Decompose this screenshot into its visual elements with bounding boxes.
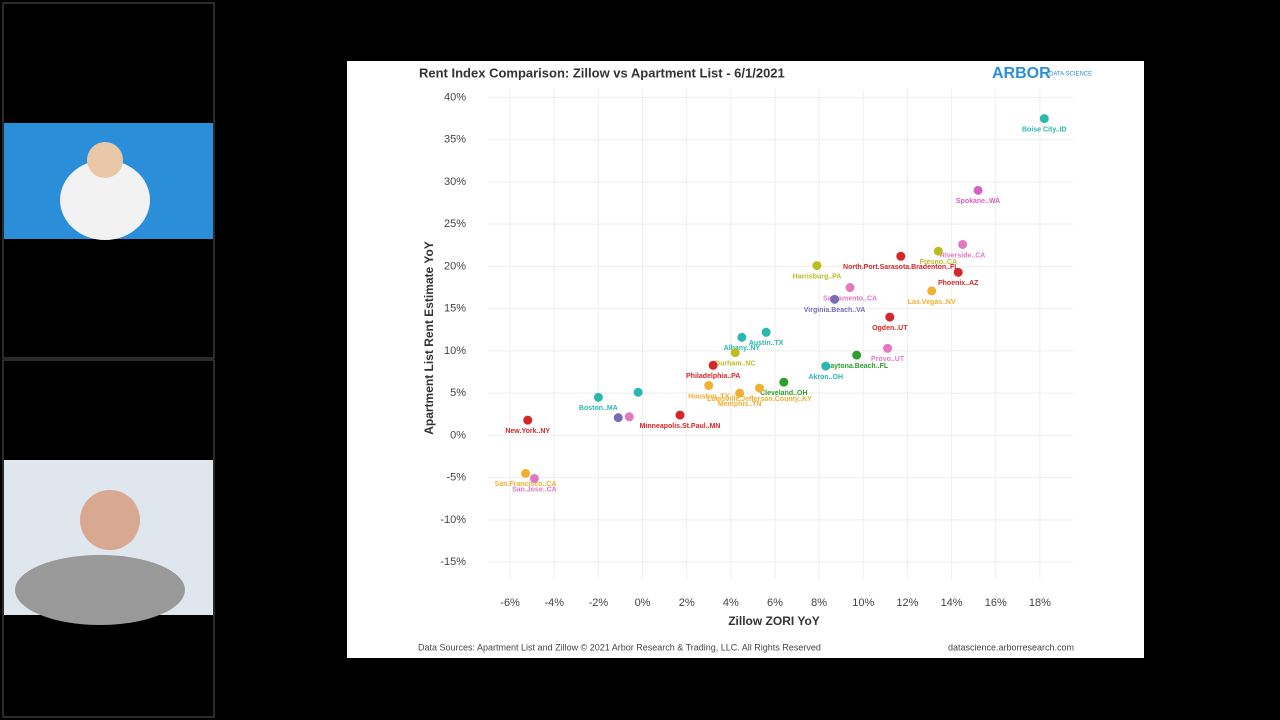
point	[1039, 114, 1049, 124]
point-label: Memphis..TN	[718, 401, 762, 408]
point	[973, 185, 983, 195]
point	[737, 332, 747, 342]
point	[529, 473, 539, 483]
y-tick-label: -10%	[440, 514, 466, 526]
point	[933, 246, 943, 256]
point	[779, 377, 789, 387]
point	[593, 392, 603, 402]
point-label: Houston..TX	[688, 393, 730, 400]
x-tick-label: 18%	[1029, 597, 1051, 609]
x-tick-label: -2%	[589, 597, 609, 609]
point-label: Provo..UT	[871, 356, 905, 363]
point-label: Spokane..WA	[956, 198, 1000, 205]
source: Data Sources: Apartment List and Zillow …	[418, 642, 821, 652]
point-label: San.Francisco..CA	[495, 481, 557, 488]
point	[821, 361, 831, 371]
y-axis-label: Apartment List Rent Estimate YoY	[422, 241, 436, 435]
point-label: New.York..NY	[505, 428, 550, 435]
point-label: North.Port.Sarasota.Bradenton..FL	[843, 264, 959, 271]
point	[812, 261, 822, 271]
x-tick-label: 16%	[985, 597, 1007, 609]
point-label: Philadelphia..PA	[686, 373, 740, 380]
x-axis-label: Zillow ZORI YoY	[728, 614, 820, 628]
point-label: Louisville.Jefferson.County..KY	[707, 396, 812, 403]
point-label: Fresno..CA	[920, 259, 957, 266]
point	[852, 350, 862, 360]
point-label: Virginia.Beach..VA	[804, 307, 866, 314]
y-tick-label: -5%	[446, 472, 466, 484]
point-label: Albany..NY	[724, 345, 761, 352]
point-label: Las.Vegas..NV	[908, 299, 956, 306]
video-tile	[2, 359, 215, 718]
x-tick-label: 4%	[723, 597, 739, 609]
x-tick-label: -4%	[544, 597, 564, 609]
chart-panel	[347, 61, 1144, 658]
participant-face	[87, 142, 123, 178]
point	[613, 413, 623, 423]
point	[730, 348, 740, 358]
point	[958, 239, 968, 249]
point-label: Akron..OH	[808, 374, 843, 381]
x-tick-label: 12%	[896, 597, 918, 609]
point	[927, 286, 937, 296]
video-tile	[2, 2, 215, 359]
point-label: Boston..MA	[579, 405, 618, 412]
point	[523, 415, 533, 425]
point	[704, 381, 714, 391]
x-tick-label: 10%	[852, 597, 874, 609]
point-label: Daytona.Beach..FL	[825, 363, 889, 370]
point	[953, 267, 963, 277]
website: datascience.arborresearch.com	[948, 642, 1074, 652]
y-tick-label: 40%	[444, 91, 466, 103]
point	[708, 360, 718, 370]
point-label: Harrisburg..PA	[792, 273, 841, 280]
point	[845, 283, 855, 293]
point-label: Boise City..ID	[1022, 126, 1067, 133]
point	[521, 468, 531, 478]
point	[755, 383, 765, 393]
point-label: Ogden..UT	[872, 325, 908, 332]
point	[761, 327, 771, 337]
y-tick-label: 20%	[444, 260, 466, 272]
x-tick-label: 8%	[811, 597, 827, 609]
x-tick-label: 14%	[941, 597, 963, 609]
point	[885, 312, 895, 322]
y-tick-label: 35%	[444, 134, 466, 146]
point	[883, 343, 893, 353]
y-tick-label: 0%	[450, 429, 466, 441]
chart-title: Rent Index Comparison: Zillow vs Apartme…	[419, 65, 785, 80]
point-label: Durham..NC	[715, 360, 755, 367]
participant	[60, 160, 150, 240]
point-label: Austin..TX	[749, 340, 784, 347]
point	[633, 387, 643, 397]
x-tick-label: 0%	[635, 597, 651, 609]
point-label: Riverside..CA	[940, 252, 986, 259]
point	[675, 410, 685, 420]
point	[624, 412, 634, 422]
point	[735, 388, 745, 398]
point	[896, 251, 906, 261]
y-tick-label: 15%	[444, 303, 466, 315]
point-label: Minneapolis.St.Paul..MN	[640, 423, 721, 430]
point-label: San.Jose..CA	[512, 486, 557, 493]
point-label: Sacramento..CA	[823, 295, 877, 302]
x-tick-label: 6%	[767, 597, 783, 609]
point	[830, 294, 840, 304]
x-tick-label: -6%	[500, 597, 520, 609]
point-label: Cleveland..OH	[760, 390, 807, 397]
participant	[15, 555, 185, 625]
y-tick-label: 30%	[444, 176, 466, 188]
y-tick-label: -15%	[440, 556, 466, 568]
y-tick-label: 10%	[444, 345, 466, 357]
x-tick-label: 2%	[679, 597, 695, 609]
brand: ARBOR	[992, 65, 1051, 82]
participant-face	[80, 490, 140, 550]
y-tick-label: 25%	[444, 218, 466, 230]
point-label: Phoenix..AZ	[938, 280, 979, 287]
y-tick-label: 5%	[450, 387, 466, 399]
brand-sub: DATA SCIENCE	[1049, 72, 1092, 78]
